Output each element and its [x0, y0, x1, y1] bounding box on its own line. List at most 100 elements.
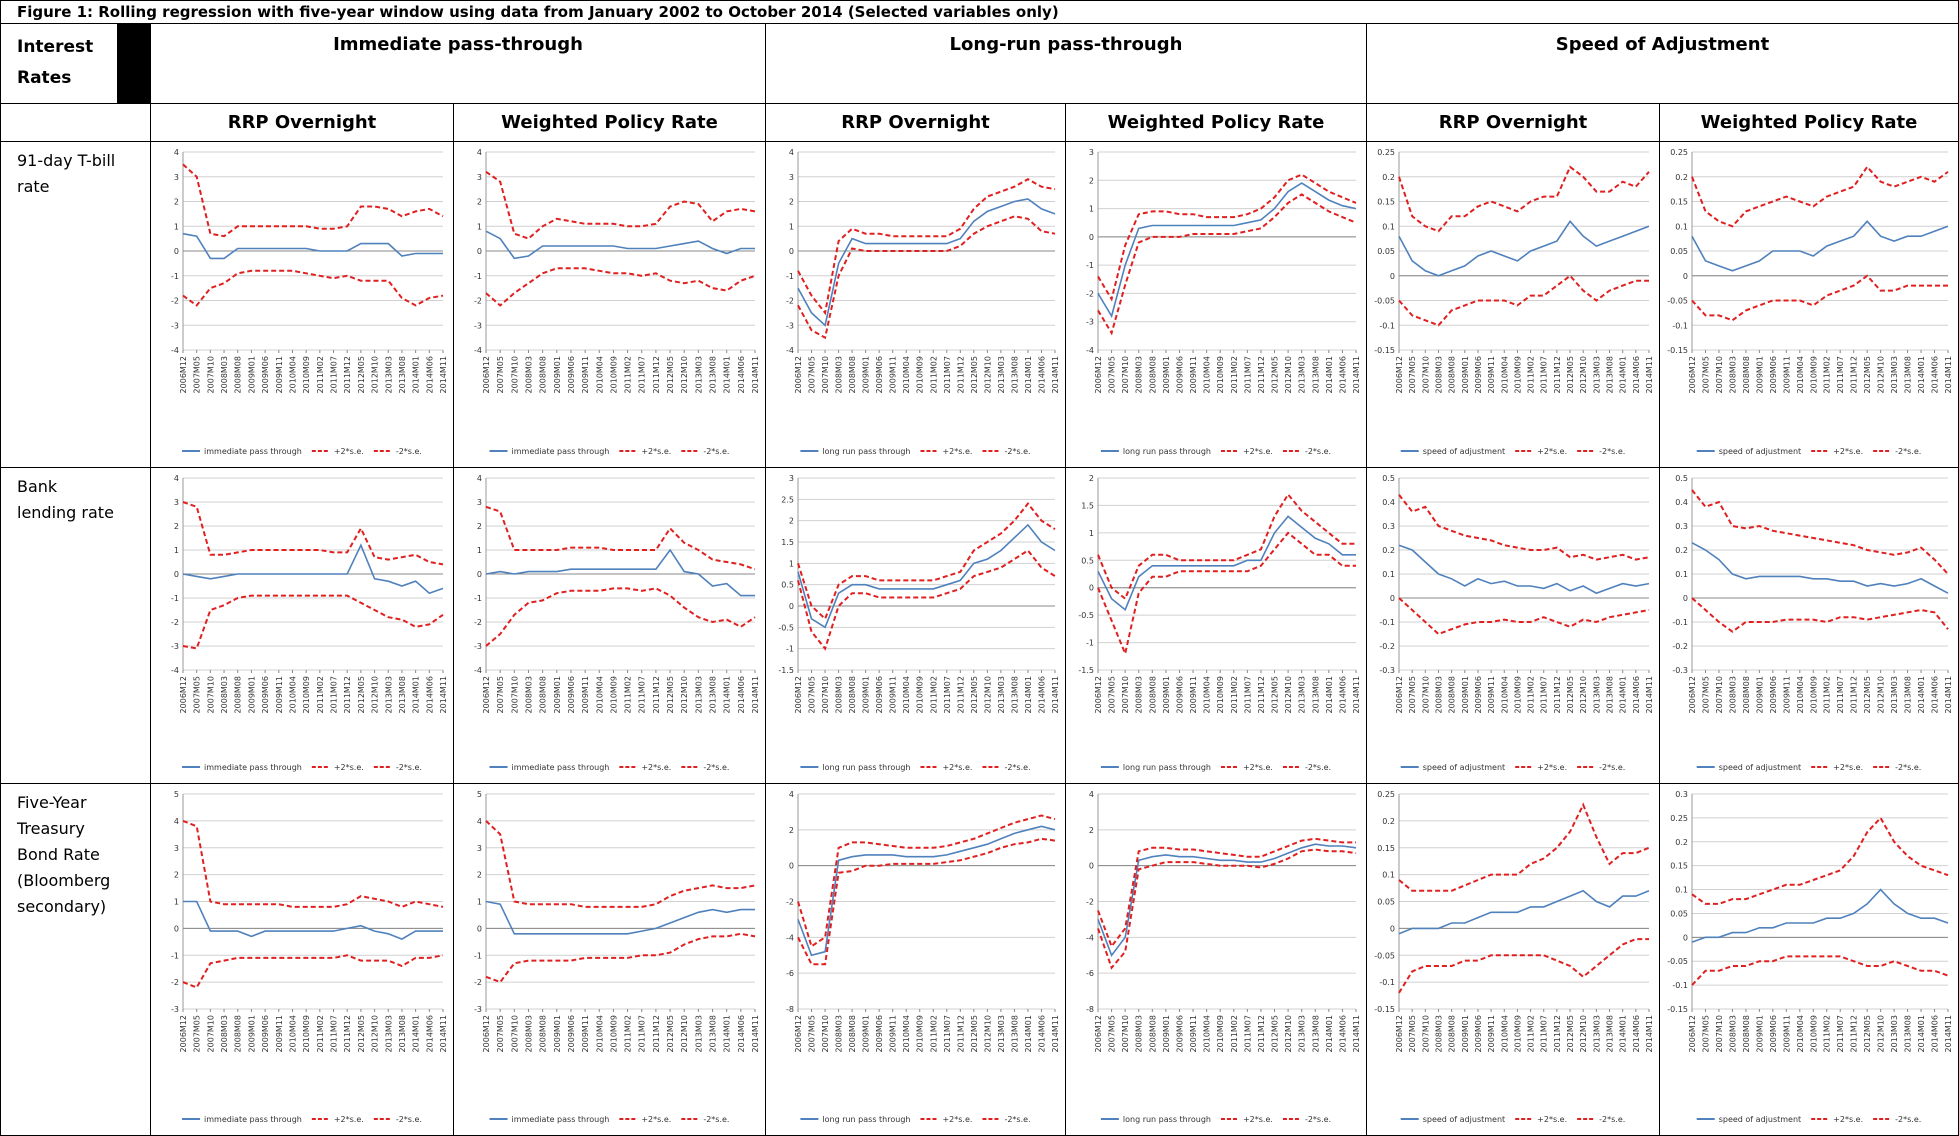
row-label-cell: Bank lending rate [1, 468, 150, 783]
x-tick-label: 2008M08 [234, 1015, 243, 1052]
x-tick-label: 2010M04 [1796, 1015, 1805, 1052]
x-tick-label: 2014M01 [1325, 356, 1334, 393]
x-tick-label: 2012M10 [1579, 356, 1588, 393]
x-tick-label: 2009M01 [1461, 1015, 1470, 1052]
series-line [797, 814, 1056, 948]
x-tick-label: 2013M03 [1298, 1015, 1307, 1052]
x-tick-label: 2012M05 [1566, 1015, 1575, 1052]
x-tick-label: 2008M08 [539, 356, 548, 393]
series-line [1398, 597, 1650, 636]
x-tick-label: 2013M03 [384, 676, 393, 713]
y-tick-label: -4 [474, 346, 482, 355]
x-tick-label: 2011M12 [343, 676, 352, 713]
x-tick-label: 2008M08 [1148, 1015, 1157, 1052]
x-tick-label: 2014M06 [1632, 1015, 1641, 1052]
chart: -4 -3 -2 -1 0 1 2 3 2006M12 2007M05 2007M10 2008M03… [1086, 148, 1361, 456]
y-tick-label: -0.5 [778, 623, 794, 632]
series-line [1097, 837, 1356, 949]
row-label-cell: 91-day T-bill rate [1, 142, 150, 467]
y-tick-label: -1.5 [778, 666, 794, 675]
x-tick-label: 2012M10 [1877, 356, 1886, 393]
legend-label: -2*s.e. [703, 1115, 729, 1124]
y-tick-label: -1 [171, 594, 179, 603]
legend-label: -2*s.e. [1599, 447, 1625, 456]
y-tick-label: -4 [1086, 346, 1094, 355]
x-tick-label: 2014M06 [1037, 356, 1046, 393]
x-tick-label: 2007M10 [1121, 676, 1130, 713]
x-tick-label: 2011M02 [316, 676, 325, 713]
y-tick-label: 0.1 [1675, 222, 1688, 231]
legend-label: -2*s.e. [1599, 1115, 1625, 1124]
y-tick-label: -3 [474, 642, 482, 651]
y-tick-label: 0.2 [1382, 546, 1395, 555]
legend-label: +2*s.e. [641, 1115, 671, 1124]
x-tick-label: 2007M05 [1701, 676, 1710, 713]
x-tick-label: 2006M12 [1688, 676, 1697, 713]
x-tick-label: 2010M04 [1500, 356, 1509, 393]
x-tick-label: 2009M06 [567, 356, 576, 393]
y-tick-label: 0.5 [1675, 474, 1688, 483]
x-tick-label: 2011M07 [330, 356, 339, 393]
x-tick-label: 2012M05 [1566, 676, 1575, 713]
series-line [1398, 802, 1650, 892]
x-tick-label: 2012M05 [1271, 356, 1280, 393]
y-tick-label: -0.3 [1672, 666, 1688, 675]
x-tick-label: 2006M12 [1688, 356, 1697, 393]
series-line [1097, 193, 1357, 336]
x-tick-label: 2013M03 [1298, 676, 1307, 713]
x-tick-label: 2012M05 [1863, 356, 1872, 393]
x-tick-label: 2009M11 [1487, 356, 1496, 393]
x-tick-label: 2008M08 [1148, 676, 1157, 713]
corner-header: Interest Rates [1, 24, 117, 103]
legend-label: speed of adjustment [1719, 447, 1801, 456]
x-tick-label: 2006M12 [179, 356, 188, 393]
x-tick-label: 2014M01 [1619, 1015, 1628, 1052]
x-tick-label: 2014M01 [723, 676, 732, 713]
x-tick-label: 2011M02 [1230, 676, 1239, 713]
x-tick-label: 2012M05 [666, 356, 675, 393]
x-tick-label: 2008M08 [234, 676, 243, 713]
legend-label: +2*s.e. [641, 763, 671, 772]
legend-label: long run pass through [1123, 1115, 1211, 1124]
y-tick-label: 2 [789, 826, 794, 835]
x-tick-label: 2012M10 [1284, 1015, 1293, 1052]
x-tick-label: 2009M11 [275, 356, 284, 393]
x-tick-label: 2006M12 [1094, 676, 1103, 713]
x-tick-label: 2007M05 [1108, 356, 1117, 393]
x-tick-label: 2014M06 [737, 356, 746, 393]
y-tick-label: -0.3 [1379, 666, 1395, 675]
x-tick-label: 2014M01 [1917, 676, 1926, 713]
chart: -1.5 -1 -0.5 0 0.5 1 1.5 2 2006M12 2007M05 2007M10… [1078, 474, 1361, 772]
y-tick-label: 2 [174, 522, 179, 531]
y-tick-label: 2 [789, 198, 794, 207]
x-tick-label: 2014M06 [1632, 676, 1641, 713]
y-tick-label: 4 [477, 817, 482, 826]
series-line [1097, 492, 1356, 601]
series-line [1097, 531, 1356, 657]
x-tick-label: 2009M06 [1769, 1015, 1778, 1052]
y-tick-label: 4 [789, 790, 794, 799]
x-tick-label: 2007M10 [510, 1015, 519, 1052]
x-tick-label: 2011M12 [956, 356, 965, 393]
y-tick-label: -2 [171, 978, 179, 987]
y-tick-label: 1 [174, 222, 179, 231]
y-tick-label: 0.1 [1675, 570, 1688, 579]
y-tick-label: 1 [477, 222, 482, 231]
y-tick-label: -3 [171, 1005, 179, 1014]
x-tick-label: 2011M12 [343, 1015, 352, 1052]
x-tick-label: 2012M10 [680, 1015, 689, 1052]
series-line [485, 900, 755, 935]
x-tick-label: 2007M10 [1121, 1015, 1130, 1052]
series-line [1691, 220, 1949, 272]
x-tick-label: 2009M01 [553, 356, 562, 393]
x-tick-label: 2013M03 [694, 1015, 703, 1052]
y-tick-label: 1.5 [1081, 501, 1094, 510]
legend-label: -2*s.e. [1895, 447, 1921, 456]
x-tick-label: 2009M01 [1461, 356, 1470, 393]
x-tick-label: 2011M12 [343, 356, 352, 393]
legend-label: -2*s.e. [1305, 763, 1331, 772]
x-tick-label: 2010M09 [1809, 676, 1818, 713]
chart-cell: -0.15 -0.1 -0.05 0 0.05 0.1 0.15 0.2 0.25 0.3 2006… [1660, 784, 1958, 1135]
x-tick-label: 2014M11 [1051, 676, 1060, 713]
x-tick-label: 2009M01 [862, 676, 871, 713]
